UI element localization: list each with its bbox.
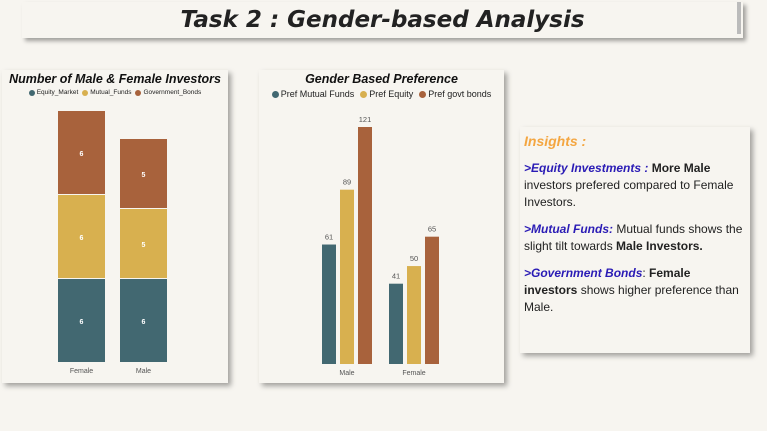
chart2-title: Gender Based Preference: [305, 72, 458, 86]
title-scrollbar[interactable]: [737, 2, 741, 34]
bar-value-label: 6: [80, 151, 84, 158]
legend-item-pref-govt-bonds[interactable]: Pref govt bonds: [419, 89, 491, 99]
legend-swatch: [360, 90, 368, 98]
legend-item-pref-equity[interactable]: Pref Equity: [360, 89, 413, 99]
chart1-plot: 6 6 6 Female 6 5 5 Male: [58, 111, 167, 375]
bar-female-pref-mutual-funds[interactable]: [389, 283, 403, 364]
bar-male-pref-govt-bonds[interactable]: [358, 127, 372, 364]
legend-label: Pref Mutual Funds: [280, 89, 355, 99]
bar-female-pref-equity[interactable]: [407, 266, 421, 364]
legend-item-government-bonds[interactable]: Government_Bonds: [135, 89, 201, 96]
x-tick-female: Female: [402, 370, 425, 377]
bar-value-label: 5: [142, 172, 146, 179]
legend-label: Pref govt bonds: [428, 89, 492, 99]
chart1-title: Number of Male & Female Investors: [9, 72, 221, 86]
insights-heading: Insights :: [524, 133, 587, 149]
insight-govt-bonds: >Government Bonds: Female investors show…: [524, 266, 739, 314]
insights-card: Insights : >Equity Investments : More Ma…: [520, 127, 750, 353]
bar-value-label: 50: [410, 254, 418, 263]
bar-value-label: 6: [80, 235, 84, 242]
bar-male-mutual-funds[interactable]: [120, 209, 167, 278]
bar-value-label: 121: [359, 115, 372, 124]
legend-label: Equity_Market: [36, 89, 79, 96]
legend-item-equity-market[interactable]: Equity_Market: [28, 89, 79, 96]
bar-value-label: 6: [142, 319, 146, 326]
legend-label: Mutual_Funds: [90, 89, 132, 96]
title-card: Task 2 : Gender-based Analysis: [22, 2, 743, 38]
chart1-legend: Equity_Market Mutual_Funds Government_Bond…: [2, 89, 228, 96]
legend-label: Pref Equity: [369, 89, 414, 99]
x-tick-male: Male: [339, 370, 354, 377]
bar-male-equity-market[interactable]: [120, 279, 167, 362]
bar-value-label: 41: [392, 272, 400, 281]
bar-female-mutual-funds[interactable]: [58, 195, 105, 278]
page-title: Task 2 : Gender-based Analysis: [180, 7, 585, 33]
legend-swatch: [82, 89, 89, 96]
insight-mutual-funds: >Mutual Funds: Mutual funds shows the sl…: [524, 222, 743, 253]
legend-item-mutual-funds[interactable]: Mutual_Funds: [82, 89, 131, 96]
bar-value-label: 61: [325, 233, 333, 242]
bar-male-pref-mutual-funds[interactable]: [322, 244, 336, 364]
bar-value-label: 89: [343, 178, 351, 187]
bar-value-label: 6: [80, 319, 84, 326]
bar-female-equity-market[interactable]: [58, 279, 105, 362]
gender-preference-chart-card: Gender Based Preference Pref Mutual Fund…: [259, 70, 504, 383]
investor-count-chart-card: Number of Male & Female Investors Equity…: [2, 70, 228, 383]
bar-female-pref-govt-bonds[interactable]: [425, 236, 439, 364]
bar-male-pref-equity[interactable]: [340, 189, 354, 364]
x-tick-male: Male: [136, 368, 151, 375]
bar-male-government-bonds[interactable]: [120, 139, 167, 208]
legend-swatch: [271, 90, 279, 98]
bar-value-label: 5: [142, 242, 146, 249]
legend-label: Government_Bonds: [143, 89, 202, 96]
legend-item-pref-mutual-funds[interactable]: Pref Mutual Funds: [271, 89, 355, 99]
insight-equity: >Equity Investments : More Male investor…: [524, 161, 734, 209]
legend-swatch: [135, 89, 142, 96]
legend-swatch: [419, 90, 427, 98]
x-tick-female: Female: [70, 368, 93, 375]
bar-value-label: 65: [428, 225, 436, 234]
bar-female-government-bonds[interactable]: [58, 111, 105, 194]
chart2-legend: Pref Mutual Funds Pref Equity Pref govt bo…: [259, 89, 504, 99]
chart2-plot: 61 89 121 Male 41 50 65 Female: [322, 115, 439, 377]
legend-swatch: [28, 89, 35, 96]
